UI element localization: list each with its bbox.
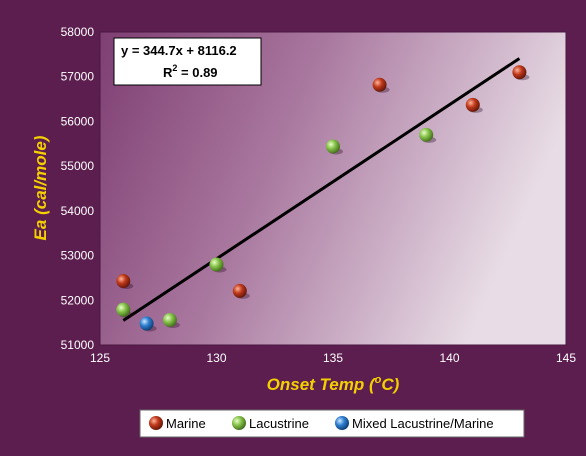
legend-label-lacustrine: Lacustrine bbox=[249, 416, 309, 431]
y-tick-label: 51000 bbox=[61, 338, 95, 352]
y-axis-ticks: 51000 52000 53000 54000 55000 56000 57000 58000 bbox=[61, 25, 95, 352]
point-lacustrine bbox=[209, 257, 224, 272]
y-tick-label: 53000 bbox=[61, 249, 95, 263]
y-tick-label: 52000 bbox=[61, 293, 95, 307]
point-marine bbox=[372, 77, 387, 92]
x-axis-title: Onset Temp (oC) bbox=[267, 374, 400, 394]
data-points bbox=[116, 65, 530, 332]
point-mixed bbox=[139, 316, 154, 331]
x-tick-label: 135 bbox=[323, 351, 343, 365]
equation-box: y = 344.7x + 8116.2 R2 = 0.89 bbox=[113, 37, 262, 86]
point-lacustrine bbox=[326, 139, 340, 154]
y-axis-title: Ea (cal/mole) bbox=[31, 135, 50, 240]
point-lacustrine bbox=[419, 127, 434, 142]
legend-marker-lacustrine bbox=[232, 416, 246, 430]
x-tick-label: 145 bbox=[556, 351, 576, 365]
trendline-equation: y = 344.7x + 8116.2 bbox=[121, 43, 237, 58]
plot-border bbox=[99, 31, 567, 346]
point-marine bbox=[512, 65, 527, 80]
point-marine bbox=[116, 274, 131, 289]
point-lacustrine bbox=[162, 312, 177, 327]
y-tick-label: 58000 bbox=[61, 25, 95, 39]
point-lacustrine bbox=[116, 302, 131, 317]
y-tick-label: 54000 bbox=[61, 204, 95, 218]
legend-marker-marine bbox=[149, 416, 163, 430]
y-tick-label: 55000 bbox=[61, 159, 95, 173]
y-tick-label: 57000 bbox=[61, 70, 95, 84]
r-squared-label: R2 = 0.89 bbox=[163, 63, 218, 80]
x-axis-ticks: 125 130 135 140 145 bbox=[90, 351, 576, 365]
x-tick-label: 130 bbox=[206, 351, 226, 365]
legend: Marine Lacustrine Mixed Lacustrine/Marin… bbox=[139, 409, 525, 438]
legend-marker-mixed bbox=[335, 416, 349, 430]
y-tick-label: 56000 bbox=[61, 114, 95, 128]
legend-label-mixed: Mixed Lacustrine/Marine bbox=[352, 416, 494, 431]
x-tick-label: 140 bbox=[439, 351, 459, 365]
trendline bbox=[122, 57, 521, 322]
x-tick-label: 125 bbox=[90, 351, 110, 365]
point-marine bbox=[232, 283, 247, 298]
legend-label-marine: Marine bbox=[166, 416, 206, 431]
point-marine bbox=[465, 97, 480, 112]
